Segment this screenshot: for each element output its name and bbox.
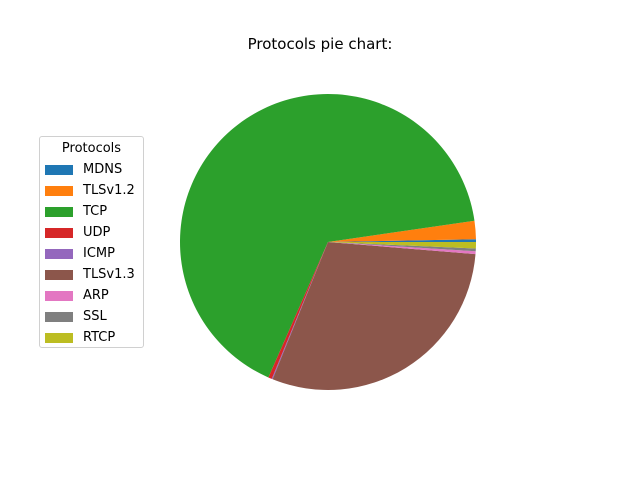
pie-slice-rtcp (328, 242, 476, 249)
legend-item: TLSv1.3 (45, 264, 135, 285)
legend: Protocols MDNS TLSv1.2 TCP UDP ICMP TLSv1.3 AR… (39, 136, 144, 348)
legend-label: TLSv1.3 (83, 267, 135, 282)
legend-item: SSL (45, 306, 107, 327)
legend-swatch (45, 290, 73, 301)
legend-swatch (45, 248, 73, 259)
legend-label: RTCP (83, 330, 116, 345)
pie-slice-ssl (328, 242, 476, 252)
legend-item: RTCP (45, 327, 115, 348)
legend-item: UDP (45, 222, 110, 243)
legend-label: UDP (83, 225, 111, 240)
legend-label: ARP (83, 288, 109, 303)
chart-title: Protocols pie chart: (247, 35, 393, 53)
legend-item: ICMP (45, 243, 115, 264)
legend-swatch (45, 206, 73, 217)
legend-swatch (45, 185, 73, 196)
legend-swatch (45, 311, 73, 322)
pie-slice-icmp (271, 242, 328, 380)
pie-slice-arp (328, 242, 476, 255)
legend-label: SSL (83, 309, 107, 324)
legend-swatch (45, 164, 73, 175)
legend-swatch (45, 332, 73, 343)
legend-label: ICMP (83, 246, 115, 261)
pie-slice-tlsv1-2 (328, 220, 476, 242)
legend-item: ARP (45, 285, 109, 306)
legend-swatch (45, 269, 73, 280)
legend-item: MDNS (45, 159, 122, 180)
legend-label: MDNS (83, 162, 123, 177)
pie-slice-tlsv1-3 (272, 242, 476, 391)
legend-item: TCP (45, 201, 107, 222)
legend-item: TLSv1.2 (45, 180, 135, 201)
legend-label: TLSv1.2 (83, 183, 135, 198)
pie-slice-tcp (180, 94, 475, 378)
legend-swatch (45, 227, 73, 238)
pie-slice-mdns (328, 239, 476, 242)
legend-title: Protocols (61, 141, 122, 156)
pie-slice-udp (268, 242, 328, 379)
legend-label: TCP (83, 204, 108, 219)
